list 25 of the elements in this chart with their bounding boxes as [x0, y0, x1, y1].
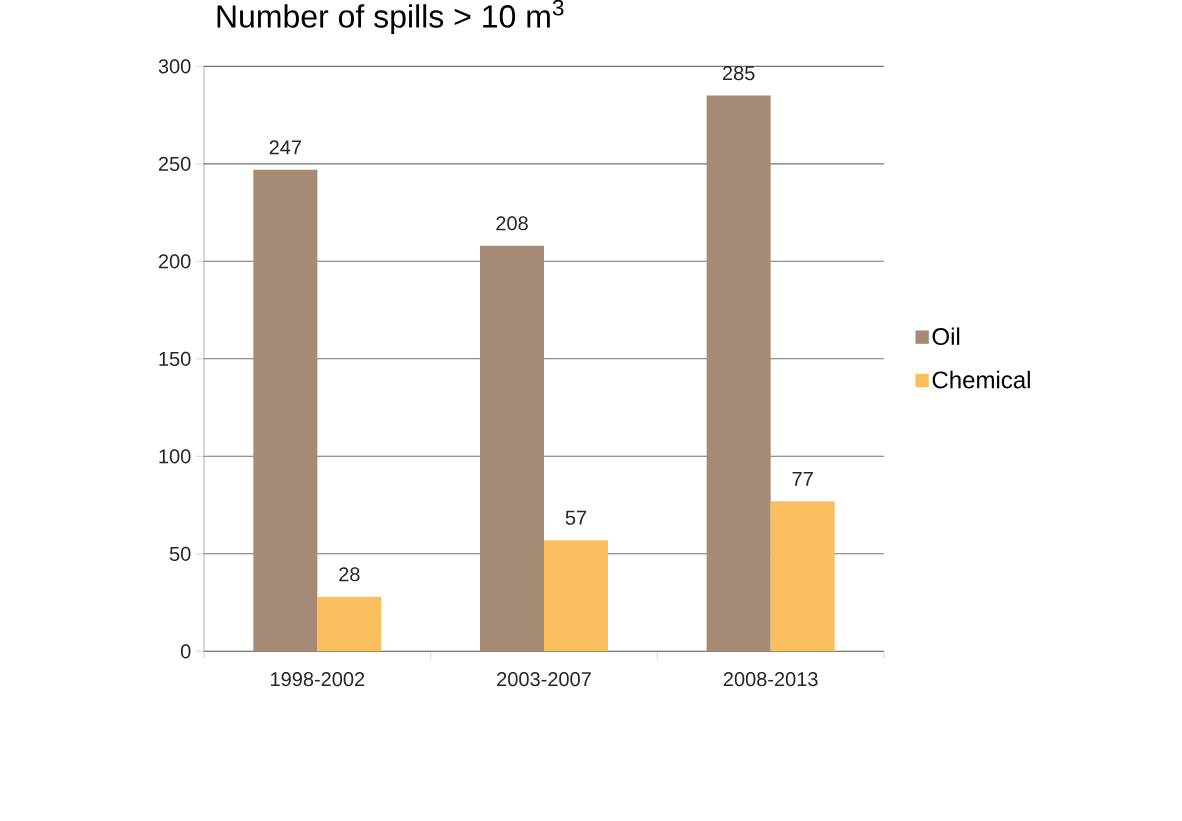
chart-title: Number of spills > 10 m$^{3}$	[217, 0, 564, 35]
bar	[253, 169, 318, 652]
bar	[770, 501, 835, 652]
legend-label: Oil	[932, 327, 960, 346]
x-tick-label: 2008-2013	[723, 672, 818, 687]
y-tick-label: 200	[158, 254, 191, 269]
data-label: 208	[496, 216, 528, 231]
y-tick-label: 250	[158, 156, 191, 171]
bar	[706, 95, 771, 652]
bar	[544, 540, 608, 652]
x-tick-label: 1998-2002	[271, 672, 365, 687]
y-tick-label: 150	[159, 351, 191, 366]
data-label: 285	[722, 66, 755, 81]
y-tick-label: 50	[169, 546, 191, 561]
bar	[480, 245, 545, 652]
y-tick-label: 0	[180, 644, 191, 659]
data-label: 77	[792, 472, 813, 486]
data-label: 247	[269, 140, 302, 155]
bar	[317, 596, 382, 652]
y-tick-label: 300	[158, 59, 191, 74]
data-label: 28	[339, 567, 360, 582]
legend-label: Chemical	[932, 370, 1030, 389]
y-tick-label: 100	[159, 449, 191, 464]
data-label: 57	[565, 510, 587, 525]
x-tick-label: 2003-2007	[497, 672, 591, 687]
